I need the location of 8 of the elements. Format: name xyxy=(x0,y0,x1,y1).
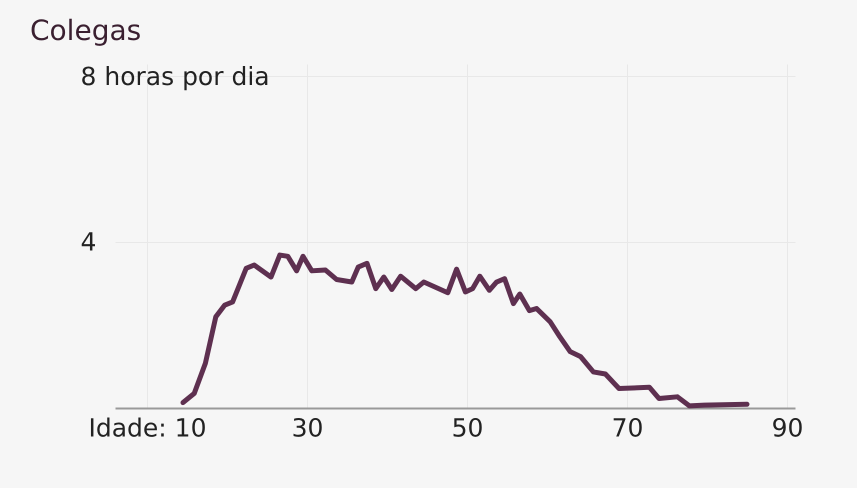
y-tick-label: 8 horas por dia xyxy=(80,62,270,91)
x-tick-label: 90 xyxy=(772,414,804,442)
y-tick-label: 4 xyxy=(80,228,96,257)
x-tick-label: 70 xyxy=(612,414,644,442)
x-tick-label: Idade: 10 xyxy=(88,414,206,442)
chart-title: Colegas xyxy=(30,14,142,47)
x-tick-label: 50 xyxy=(452,414,484,442)
x-tick-label: 30 xyxy=(292,414,324,442)
